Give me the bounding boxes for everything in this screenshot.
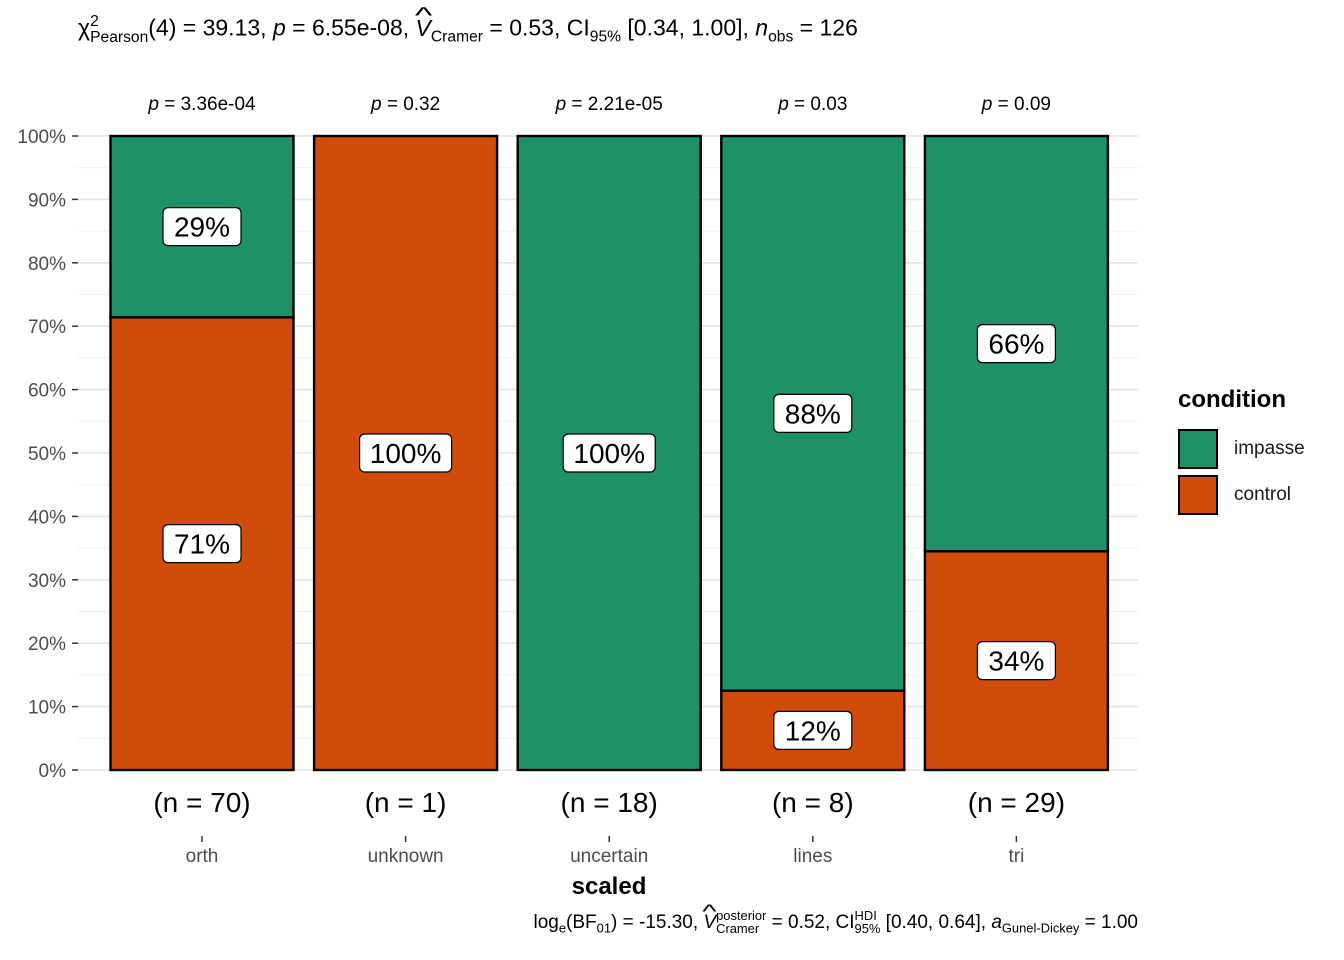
p-value-label: p = 0.09 <box>981 94 1051 115</box>
data-label-impasse-lines: 88% <box>785 398 841 429</box>
y-tick-label: 10% <box>28 698 66 719</box>
data-label-control-lines: 12% <box>785 715 841 746</box>
legend-label-control: control <box>1234 484 1292 505</box>
y-tick-label: 40% <box>28 507 66 528</box>
caption-v-label: V <box>703 912 716 934</box>
data-label-box-control-tri <box>976 641 1057 681</box>
legend-key-impasse <box>1178 429 1218 469</box>
title-stat: (4) = 39.13, <box>148 14 273 41</box>
y-tick-label: 20% <box>28 634 66 655</box>
data-label-box-impasse-uncertain <box>562 433 656 473</box>
title-p: = 6.55e-08, <box>285 14 416 41</box>
caption-bf-sub: 01 <box>596 920 612 936</box>
legend-title: condition <box>1178 386 1286 413</box>
n-label-uncertain: (n = 18) <box>561 787 658 818</box>
caption-log-sub: e <box>558 920 567 936</box>
title-chi-sup: 2 <box>90 13 99 30</box>
y-tick-label: 80% <box>28 254 66 275</box>
caption-a-label: a <box>991 911 1002 933</box>
p-value-label: p = 0.03 <box>777 94 847 115</box>
y-tick-label: 30% <box>28 571 66 592</box>
n-label-lines: (n = 8) <box>772 787 854 818</box>
p-value-label: p = 3.36e-04 <box>147 94 256 115</box>
caption-ci-sup: HDI <box>854 908 877 923</box>
title-ci-sub: 95% <box>589 28 622 46</box>
title-v: = 0.53, CI <box>482 14 590 41</box>
title-v-sub: Cramer <box>430 28 483 46</box>
caption-ci: [0.40, 0.64], <box>880 911 992 933</box>
caption-ci-sub: 95% <box>854 920 881 936</box>
bar-impasse-tri <box>923 134 1110 553</box>
title-p-label: p <box>272 14 286 41</box>
x-tick-label-lines: lines <box>793 846 832 867</box>
y-tick-label: 0% <box>39 761 67 782</box>
data-label-box-impasse-orth <box>162 207 242 247</box>
data-label-box-control-lines <box>773 710 853 750</box>
caption-bf-val: ) = -15.30, <box>611 911 704 933</box>
y-tick-label: 70% <box>28 317 66 338</box>
data-label-control-unknown: 100% <box>370 438 442 469</box>
title-n-label: n <box>755 14 769 41</box>
caption-a: = 1.00 <box>1079 911 1138 933</box>
legend-item-control: control <box>1178 472 1305 518</box>
y-tick-label: 90% <box>28 190 66 211</box>
title-chi-sub: Pearson <box>90 28 149 46</box>
caption-v-sup: posterior <box>716 908 767 923</box>
caption-log: log <box>533 911 559 933</box>
y-tick-label: 50% <box>28 444 66 465</box>
title-n: = 126 <box>793 14 858 41</box>
n-label-tri: (n = 29) <box>968 787 1065 818</box>
legend-label-impasse: impasse <box>1234 438 1305 459</box>
x-tick-label-orth: orth <box>186 846 219 867</box>
x-tick-label-uncertain: uncertain <box>570 846 648 867</box>
x-axis-title: scaled <box>572 873 647 900</box>
title-v-label: V <box>416 15 431 42</box>
data-label-box-control-unknown <box>359 433 453 473</box>
y-tick-label: 60% <box>28 381 66 402</box>
data-label-box-control-orth <box>162 524 242 564</box>
n-label-unknown: (n = 1) <box>365 787 447 818</box>
caption-v: = 0.52, CI <box>766 911 855 933</box>
caption-bf: (BF <box>566 911 597 933</box>
title-n-sub: obs <box>768 28 794 46</box>
caption-v-sub: Cramer <box>716 920 760 936</box>
title-ci: [0.34, 1.00], <box>621 14 756 41</box>
x-tick-label-unknown: unknown <box>368 846 444 867</box>
data-label-impasse-orth: 29% <box>174 212 230 243</box>
data-label-impasse-tri: 66% <box>988 329 1044 360</box>
data-label-box-impasse-tri <box>976 324 1057 364</box>
legend-key-control <box>1178 475 1218 515</box>
p-value-label: p = 2.21e-05 <box>555 94 663 115</box>
x-tick-label-tri: tri <box>1008 846 1024 867</box>
legend-item-impasse: impasse <box>1178 426 1305 472</box>
data-label-impasse-uncertain: 100% <box>573 438 645 469</box>
title-chi: χ <box>78 14 91 41</box>
p-value-label: p = 0.32 <box>370 94 440 115</box>
data-label-box-impasse-lines <box>773 393 853 433</box>
caption-a-sub: Gunel-Dickey <box>1001 920 1080 936</box>
data-label-control-orth: 71% <box>174 529 230 560</box>
legend: condition impasse control <box>1178 386 1305 518</box>
data-label-control-tri: 34% <box>988 646 1044 677</box>
y-tick-label: 100% <box>17 127 66 148</box>
n-label-orth: (n = 70) <box>153 787 250 818</box>
